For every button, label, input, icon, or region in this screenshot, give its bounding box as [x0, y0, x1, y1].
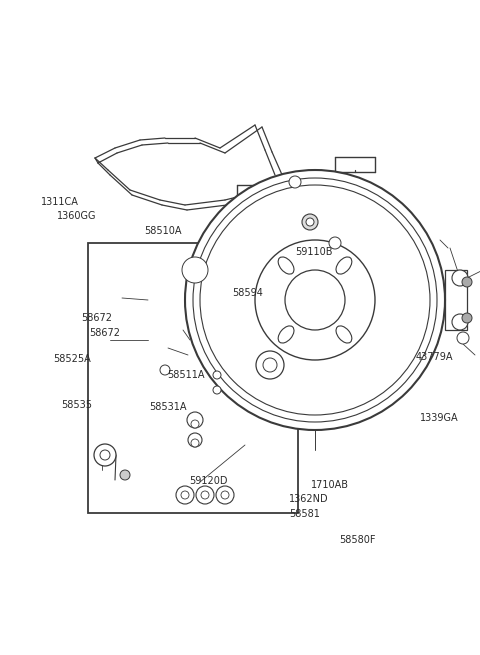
Bar — [88, 243, 298, 513]
Text: 58594: 58594 — [232, 288, 263, 299]
Circle shape — [187, 412, 203, 428]
Text: 58581: 58581 — [289, 509, 320, 519]
Circle shape — [200, 185, 430, 415]
Circle shape — [263, 358, 277, 372]
Circle shape — [193, 178, 437, 422]
Circle shape — [160, 365, 170, 375]
Bar — [445, 270, 467, 330]
Circle shape — [201, 491, 209, 499]
Circle shape — [302, 214, 318, 230]
Text: 43779A: 43779A — [415, 352, 453, 362]
Text: 58672: 58672 — [82, 313, 113, 324]
Text: 1362ND: 1362ND — [289, 494, 329, 504]
Circle shape — [181, 491, 189, 499]
Circle shape — [196, 486, 214, 504]
Circle shape — [213, 386, 221, 394]
Text: 1311CA: 1311CA — [41, 196, 79, 207]
Ellipse shape — [278, 326, 294, 343]
Circle shape — [285, 270, 345, 330]
Ellipse shape — [336, 326, 352, 343]
Ellipse shape — [278, 257, 294, 274]
Text: 59110B: 59110B — [296, 247, 333, 257]
Circle shape — [462, 277, 472, 287]
Circle shape — [221, 491, 229, 499]
Circle shape — [176, 486, 194, 504]
Text: 58672: 58672 — [89, 328, 120, 338]
Circle shape — [216, 486, 234, 504]
Circle shape — [120, 470, 130, 480]
Text: 58510A: 58510A — [144, 225, 181, 236]
Text: 1360GG: 1360GG — [57, 211, 96, 221]
Text: 58525A: 58525A — [53, 354, 91, 364]
Circle shape — [462, 313, 472, 323]
Text: 1339GA: 1339GA — [420, 413, 458, 423]
Circle shape — [255, 240, 375, 360]
Circle shape — [100, 450, 110, 460]
Circle shape — [213, 371, 221, 379]
Text: 58531A: 58531A — [149, 402, 186, 413]
Circle shape — [457, 332, 469, 344]
Ellipse shape — [336, 257, 352, 274]
Circle shape — [94, 444, 116, 466]
Circle shape — [188, 433, 202, 447]
Circle shape — [452, 314, 468, 330]
Bar — [160, 453, 250, 488]
Circle shape — [256, 351, 284, 379]
Circle shape — [452, 270, 468, 286]
Circle shape — [329, 237, 341, 249]
Circle shape — [191, 420, 199, 428]
Text: 59120D: 59120D — [190, 476, 228, 487]
Text: 1710AB: 1710AB — [311, 479, 349, 490]
Circle shape — [191, 439, 199, 447]
Text: 58580F: 58580F — [339, 535, 376, 546]
Text: 58535: 58535 — [61, 400, 93, 410]
Circle shape — [306, 218, 314, 226]
Circle shape — [185, 170, 445, 430]
Circle shape — [182, 257, 208, 283]
Text: 58511A: 58511A — [167, 370, 204, 381]
Circle shape — [289, 176, 301, 188]
Bar — [130, 450, 145, 490]
